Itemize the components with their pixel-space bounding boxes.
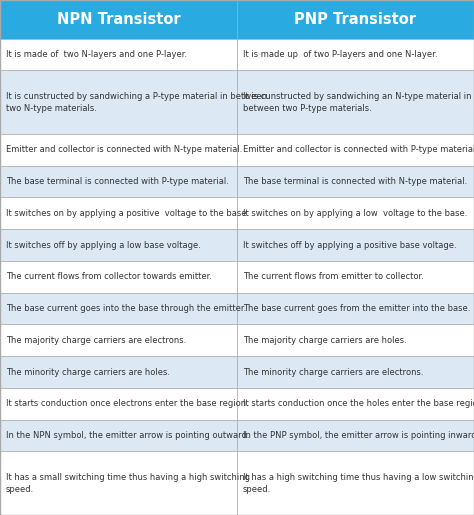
Bar <box>237 71 474 134</box>
Text: It starts conduction once electrons enter the base region.: It starts conduction once electrons ente… <box>6 399 248 408</box>
Bar <box>0 420 237 452</box>
Text: PNP Transistor: PNP Transistor <box>294 12 417 27</box>
Text: It starts conduction once the holes enter the base region.: It starts conduction once the holes ente… <box>243 399 474 408</box>
Text: It is made of  two N-layers and one P-layer.: It is made of two N-layers and one P-lay… <box>6 50 187 59</box>
Text: It switches off by applying a low base voltage.: It switches off by applying a low base v… <box>6 241 201 250</box>
Text: It has a small switching time thus having a high switching
speed.: It has a small switching time thus havin… <box>6 473 250 494</box>
Text: NPN Transistor: NPN Transistor <box>57 12 180 27</box>
Bar <box>0 134 237 166</box>
Bar <box>237 356 474 388</box>
Bar <box>237 261 474 293</box>
Text: The minority charge carriers are electrons.: The minority charge carriers are electro… <box>243 368 423 376</box>
Bar <box>0 261 237 293</box>
Bar <box>0 197 237 229</box>
Text: It is cunstructed by sandwiching a P-type material in between
two N-type materia: It is cunstructed by sandwiching a P-typ… <box>6 92 267 113</box>
Text: It switches on by applying a low  voltage to the base.: It switches on by applying a low voltage… <box>243 209 467 218</box>
Bar <box>0 452 237 515</box>
Bar <box>0 229 237 261</box>
Bar <box>237 166 474 197</box>
Bar <box>237 197 474 229</box>
Bar <box>237 420 474 452</box>
Text: In the PNP symbol, the emitter arrow is pointing inward.: In the PNP symbol, the emitter arrow is … <box>243 431 474 440</box>
Bar <box>0 293 237 324</box>
Text: It is cunstructed by sandwiching an N-type material in
between two P-type materi: It is cunstructed by sandwiching an N-ty… <box>243 92 471 113</box>
Text: The base terminal is connected with P-type material.: The base terminal is connected with P-ty… <box>6 177 228 186</box>
Bar <box>0 356 237 388</box>
Bar <box>0 71 237 134</box>
Text: The majority charge carriers are electrons.: The majority charge carriers are electro… <box>6 336 186 345</box>
Text: The majority charge carriers are holes.: The majority charge carriers are holes. <box>243 336 406 345</box>
Text: The base terminal is connected with N-type material.: The base terminal is connected with N-ty… <box>243 177 467 186</box>
Bar <box>237 324 474 356</box>
Bar <box>237 229 474 261</box>
Text: It has a high switching time thus having a low switching
speed.: It has a high switching time thus having… <box>243 473 474 494</box>
Bar <box>0 388 237 420</box>
Text: The base current goes from the emitter into the base.: The base current goes from the emitter i… <box>243 304 470 313</box>
Bar <box>0 39 237 71</box>
Text: In the NPN symbol, the emitter arrow is pointing outward.: In the NPN symbol, the emitter arrow is … <box>6 431 249 440</box>
Text: Emitter and collector is connected with P-type material.: Emitter and collector is connected with … <box>243 145 474 154</box>
Bar <box>237 452 474 515</box>
Bar <box>0 0 237 39</box>
Text: It switches on by applying a positive  voltage to the base.: It switches on by applying a positive vo… <box>6 209 249 218</box>
Bar <box>237 39 474 71</box>
Text: The minority charge carriers are holes.: The minority charge carriers are holes. <box>6 368 170 376</box>
Bar <box>237 0 474 39</box>
Bar <box>0 166 237 197</box>
Text: The base current goes into the base through the emitter.: The base current goes into the base thro… <box>6 304 246 313</box>
Text: The current flows from emitter to collector.: The current flows from emitter to collec… <box>243 272 424 281</box>
Bar <box>237 293 474 324</box>
Bar <box>237 388 474 420</box>
Bar <box>0 324 237 356</box>
Text: It switches off by applying a positive base voltage.: It switches off by applying a positive b… <box>243 241 456 250</box>
Text: The current flows from collector towards emitter.: The current flows from collector towards… <box>6 272 212 281</box>
Text: Emitter and collector is connected with N-type material.: Emitter and collector is connected with … <box>6 145 242 154</box>
Bar <box>237 134 474 166</box>
Text: It is made up  of two P-layers and one N-layer.: It is made up of two P-layers and one N-… <box>243 50 437 59</box>
